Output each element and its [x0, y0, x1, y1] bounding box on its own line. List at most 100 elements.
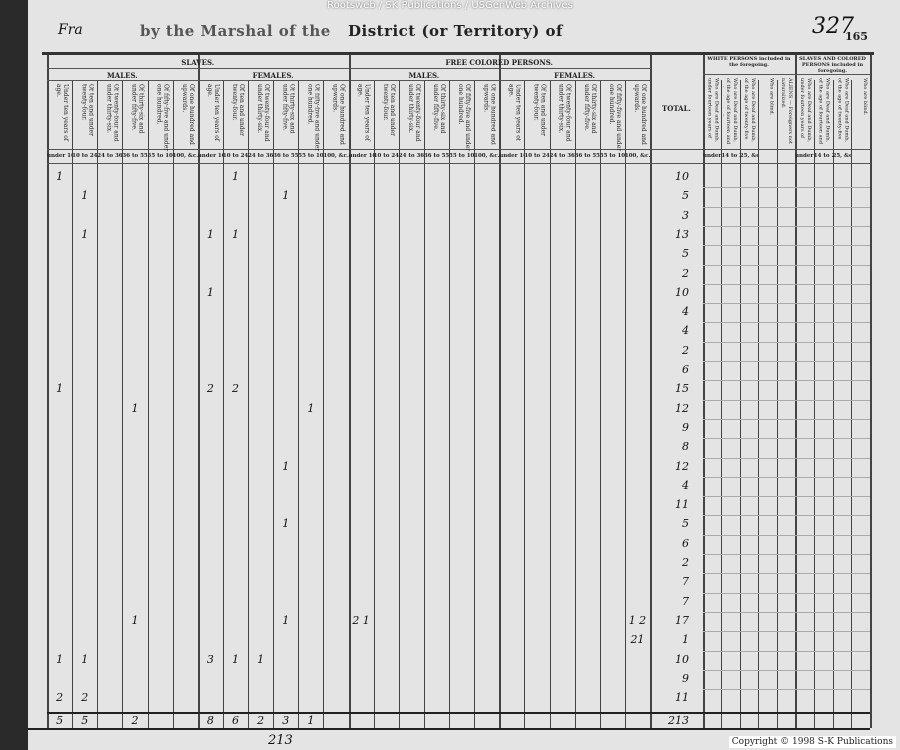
tally-mark: 1 [231, 227, 239, 241]
age-label: 10 to 24 [373, 153, 399, 159]
census-table [42, 52, 874, 725]
column-total: 6 [231, 714, 239, 728]
column-heading: Of fifty-five and under one hundred. [457, 84, 472, 152]
column-heading: Under ten years of age. [205, 84, 220, 142]
data-row-rule [703, 650, 870, 652]
column-total: 3 [282, 714, 290, 728]
males-header: MALES. [408, 71, 440, 80]
tally-mark: 2 [81, 691, 89, 705]
tally-mark: 1 [282, 517, 290, 531]
column-rule [870, 55, 872, 729]
sc-age-label: 14 to 25 [813, 153, 833, 159]
white-column-heading: Who are Deaf and Dumb, of the age of fou… [723, 78, 738, 145]
column-rule [373, 80, 375, 729]
column-rule [599, 80, 601, 729]
row-total: 6 [682, 363, 689, 376]
row-rule [47, 712, 870, 715]
column-heading: Of ten and under twenty-four. [381, 84, 396, 136]
column-rule [739, 80, 741, 729]
data-row-rule [703, 592, 870, 594]
row-total: 8 [682, 440, 689, 454]
column-rule [549, 80, 551, 729]
data-row-rule [703, 418, 870, 420]
females-header: FEMALES. [554, 71, 596, 80]
row-rule [47, 163, 870, 164]
tally-mark: 1 [282, 459, 290, 473]
data-row-rule [703, 554, 870, 555]
column-heading: Of ten and under twenty-four. [80, 84, 95, 136]
column-heading: Of fifty-five and under one hundred. [607, 84, 622, 152]
copyright: Copyright © 1998 S-K Publications [728, 736, 896, 748]
column-rule [776, 80, 778, 729]
males-header: MALES. [107, 71, 138, 80]
page-title: by the Marshal of the District (or Terri… [140, 22, 563, 40]
white-age-label: 14 to 25 [721, 153, 739, 159]
column-heading: Of fifty-five and under one hundred. [155, 84, 170, 152]
column-rule [348, 55, 351, 729]
age-label: 10 to 24 [524, 153, 550, 159]
age-label: 36 to 55 [574, 153, 600, 159]
age-label: 24 to 36 [97, 153, 123, 159]
age-label: 55 to 100 [449, 153, 475, 159]
sc-column-heading: Who are Deaf and Dumb, of the age of twe… [835, 78, 850, 143]
age-label: 100, &c. [474, 153, 500, 159]
column-rule [758, 80, 760, 729]
age-label: 55 to 100 [298, 153, 324, 159]
row-total: 10 [675, 285, 689, 299]
column-rule [323, 80, 325, 729]
grand-total: 213 [668, 714, 689, 728]
column-heading: Of ten and under twenty-four. [532, 84, 547, 136]
age-label: under 10 [197, 153, 223, 159]
age-label: under 10 [348, 153, 374, 159]
females-header: FEMALES. [252, 71, 294, 80]
row-rule [47, 149, 870, 150]
data-row-rule [703, 515, 870, 517]
white-age-label: under 14 [703, 153, 722, 159]
column-rule [650, 55, 652, 729]
sc-age-label: 25, &c. [832, 153, 852, 159]
row-total: 9 [682, 420, 689, 434]
county-handwriting: Fra [58, 22, 83, 38]
column-rule [197, 55, 200, 729]
data-row-rule [703, 206, 870, 208]
column-total: 2 [257, 714, 265, 728]
free-colored-header: FREE COLORED PERSONS. [445, 58, 553, 67]
column-rule [248, 80, 249, 729]
column-rule [222, 80, 224, 729]
age-label: 100, &c. [172, 153, 198, 159]
white-column-heading: Who are blind. [768, 78, 775, 116]
column-rule [721, 80, 723, 729]
data-row-rule [703, 245, 870, 247]
white-column-heading: ALIENS — Foreigners not naturalized. [779, 78, 793, 144]
row-total: 17 [675, 613, 689, 627]
age-label: 36 to 55 [423, 153, 449, 159]
data-row-rule [703, 399, 870, 401]
sc-column-heading: Who are Deaf and Dumb, under fourteen ye… [797, 78, 812, 143]
white-column-heading: Who are Deaf and Dumb, of the age of twe… [742, 78, 757, 143]
column-rule [703, 55, 705, 729]
data-row-rule [703, 631, 870, 633]
tally-mark: 1 [81, 189, 89, 203]
column-heading: Of twenty-four and under thirty-six. [105, 84, 120, 142]
column-total: 2 [131, 714, 139, 728]
row-total: 2 [682, 556, 689, 569]
data-row-rule [703, 380, 870, 382]
column-heading: Of fifty-five and under one hundred. [306, 84, 321, 152]
data-row-rule [703, 361, 870, 362]
row-total: 12 [675, 401, 689, 415]
data-row-rule [703, 341, 870, 343]
tally-mark: 1 [131, 613, 139, 627]
row-total: 5 [682, 189, 689, 203]
column-heading: Of twenty-four and under thirty-six. [557, 84, 572, 142]
sc-age-label: under 14 [795, 153, 814, 159]
column-heading: Of one hundred and upwards. [633, 84, 647, 145]
white-age-label: 25, &c. [739, 153, 758, 159]
title-prefix: by the Marshal of the [140, 22, 331, 40]
data-row-rule [703, 187, 870, 189]
column-rule [97, 80, 99, 729]
age-label: 24 to 36 [549, 153, 575, 159]
row-total: 2 [682, 343, 689, 357]
column-rule [47, 55, 49, 729]
total-header: TOTAL. [662, 104, 691, 113]
printed-page-number: 165 [845, 30, 868, 43]
